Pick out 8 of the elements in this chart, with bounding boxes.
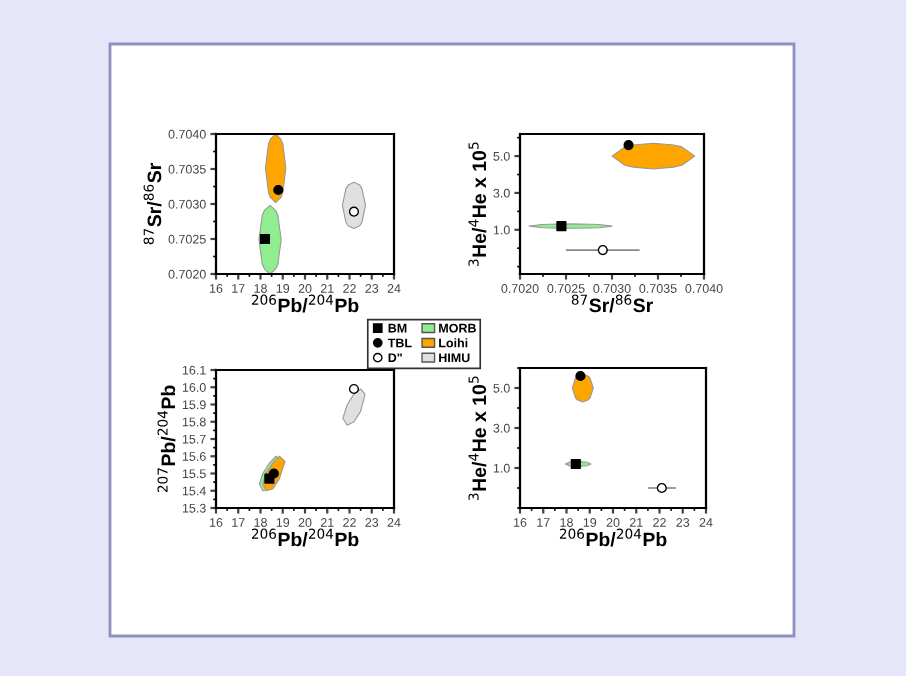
y-axis-title: $^{207}$Pb/$^{204}$Pb xyxy=(157,385,176,493)
x-axis-title: $^{87}$Sr/$^{86}$Sr xyxy=(571,294,653,313)
y-axis-title: $^{3}$He/$^{4}$He x 10$^{5}$ xyxy=(468,376,487,501)
y-axis-title: $^{87}$Sr/$^{86}$Sr xyxy=(143,163,162,245)
y-axis-title: $^{3}$He/$^{4}$He x 10$^{5}$ xyxy=(468,142,487,267)
x-axis-title: $^{206}$Pb/$^{204}$Pb xyxy=(559,528,667,547)
x-axis-title: $^{206}$Pb/$^{204}$Pb xyxy=(251,528,359,547)
x-axis-title: $^{206}$Pb/$^{204}$Pb xyxy=(251,294,359,313)
